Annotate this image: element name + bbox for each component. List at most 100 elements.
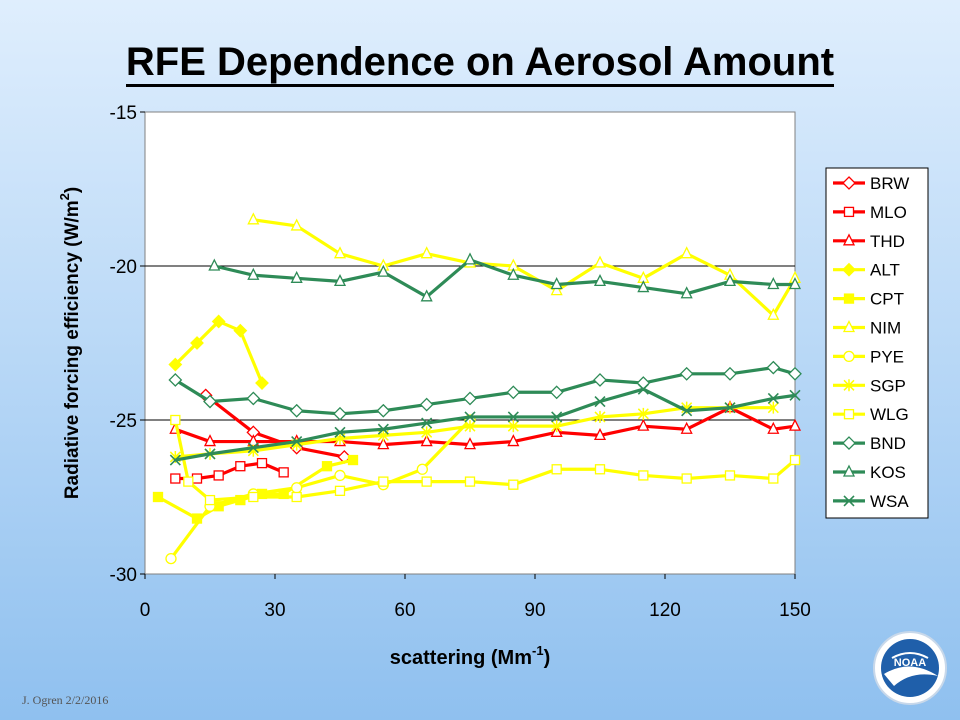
data-point: [290, 270, 303, 283]
legend-label: SGP: [870, 376, 906, 395]
data-point: [681, 473, 692, 484]
data-point: [593, 255, 607, 268]
data-point: [289, 403, 304, 418]
data-point: [333, 273, 347, 287]
data-point: [788, 366, 802, 381]
y-tick-label: -30: [110, 565, 137, 586]
data-point: [767, 307, 780, 320]
series-wlg: [170, 414, 801, 506]
data-point: [593, 273, 607, 287]
data-point: [463, 391, 477, 406]
data-point: [291, 491, 302, 503]
legend-item-alt: ALT: [833, 261, 900, 280]
data-point: [416, 463, 428, 475]
data-point: [594, 395, 606, 408]
legend-item-nim: NIM: [833, 319, 901, 338]
data-point: [420, 434, 433, 447]
legend-swatch-marker: [843, 409, 855, 420]
data-point: [464, 411, 476, 423]
legend-item-pye: PYE: [833, 347, 904, 366]
y-axis-label-end: ): [62, 187, 83, 193]
data-point: [152, 491, 164, 503]
data-point: [203, 394, 217, 409]
slide-title: RFE Dependence on Aerosol Amount: [0, 40, 960, 87]
series-wsa: [169, 383, 801, 466]
series-bnd: [168, 360, 802, 421]
data-point: [208, 258, 221, 271]
data-point: [767, 277, 780, 290]
y-axis-label: Radiative forcing efficiency (W/m2): [57, 187, 83, 499]
legend-swatch-marker: [842, 464, 856, 477]
series-kos: [208, 252, 802, 302]
data-point: [464, 476, 476, 487]
data-point: [204, 448, 216, 460]
data-point: [507, 420, 519, 433]
x-axis-label: scattering (Mm-1): [390, 643, 550, 669]
legend-item-brw: BRW: [833, 174, 909, 193]
legend-swatch-marker: [842, 233, 856, 246]
data-point: [165, 552, 177, 565]
data-point: [248, 491, 259, 503]
legend-item-cpt: CPT: [833, 290, 904, 309]
y-tick-label: -25: [110, 411, 137, 432]
legend-swatch-marker: [842, 262, 856, 277]
legend-label: NIM: [870, 319, 901, 338]
data-point: [421, 476, 432, 487]
data-point: [637, 280, 650, 293]
data-point: [378, 476, 389, 487]
series-group: [152, 212, 802, 565]
data-point: [420, 246, 433, 259]
data-point: [169, 454, 181, 466]
data-point: [767, 401, 779, 414]
data-point: [464, 420, 476, 433]
data-point: [333, 246, 347, 259]
data-point: [637, 418, 650, 431]
data-point: [593, 373, 607, 387]
data-point: [191, 473, 203, 484]
legend-swatch-marker: [842, 436, 856, 451]
data-point: [679, 366, 694, 381]
data-point: [203, 434, 217, 447]
data-point: [549, 385, 564, 400]
series-line: [169, 418, 472, 561]
data-point: [594, 464, 606, 475]
tick-labels: -30 -25 -20 -15 0 30 60 90 120 150: [110, 103, 811, 621]
data-point: [551, 411, 563, 423]
data-point: [680, 421, 693, 434]
data-point: [247, 442, 259, 454]
data-point: [421, 426, 433, 439]
data-point: [550, 283, 563, 296]
data-point: [256, 457, 268, 469]
data-point: [550, 277, 563, 290]
data-point: [680, 286, 693, 299]
legend-swatch-marker: [842, 176, 856, 190]
legend: BRW MLO THD ALT CPT NIM PYE SGP WLG BND KOS WSA: [825, 167, 929, 519]
data-point: [507, 267, 520, 280]
data-point: [508, 479, 519, 490]
data-point: [507, 434, 520, 447]
legend-label: MLO: [870, 203, 907, 222]
data-point: [183, 476, 194, 487]
data-point: [377, 423, 389, 435]
data-point: [420, 289, 433, 302]
legend-swatch-marker: [843, 293, 855, 304]
legend-box: [825, 167, 929, 519]
data-point: [334, 485, 346, 496]
legend-item-wlg: WLG: [833, 405, 909, 424]
data-point: [788, 418, 802, 431]
series-line: [173, 406, 797, 447]
legend-swatch-marker: [842, 320, 856, 333]
y-tick-label: -15: [110, 103, 137, 124]
legend-swatch-marker: [843, 206, 855, 218]
data-point: [190, 336, 204, 350]
data-point: [291, 482, 303, 494]
legend-label: PYE: [870, 347, 904, 366]
data-point: [377, 437, 390, 450]
data-point: [594, 410, 606, 423]
data-point: [377, 264, 390, 277]
x-tick-label: 120: [649, 600, 681, 621]
x-tick-label: 60: [394, 600, 415, 621]
data-point: [788, 277, 802, 290]
x-axis-label-sup: -1: [532, 643, 544, 658]
